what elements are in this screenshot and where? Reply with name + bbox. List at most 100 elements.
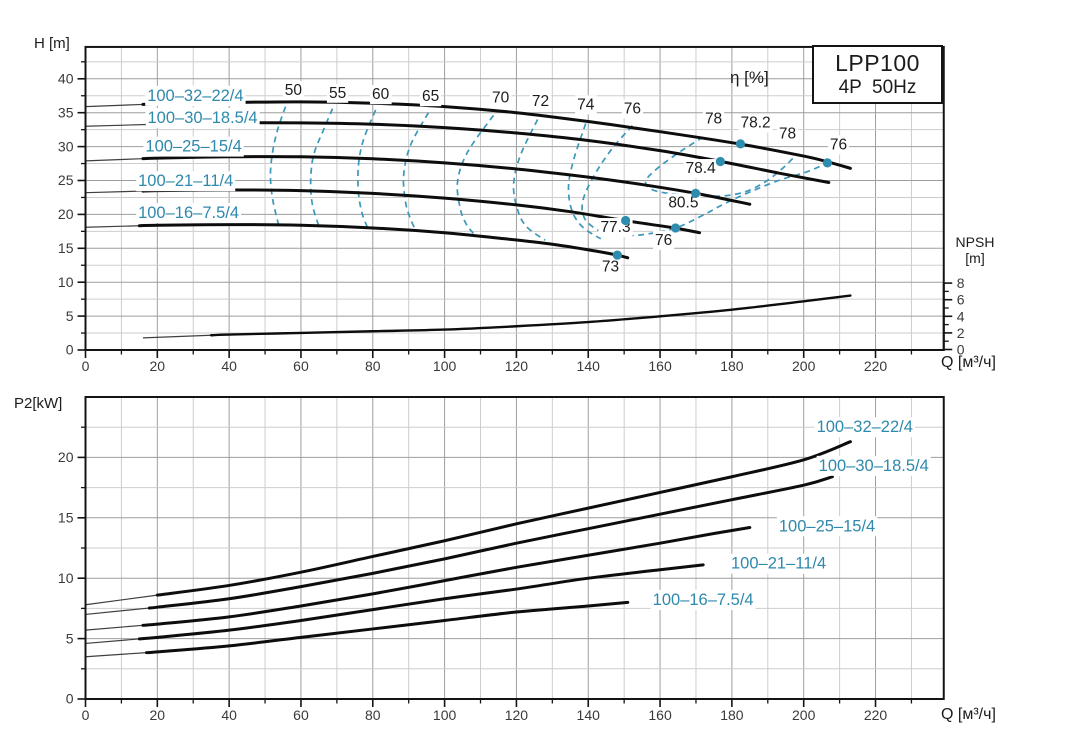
curve-label-100-30-18.5/4-bg — [145, 108, 260, 129]
eta-value-label: 78.2 — [740, 115, 770, 132]
npsh-tick-label: 0 — [957, 342, 965, 358]
y-tick-label: 10 — [58, 570, 74, 586]
efficiency-contour-65 — [402, 112, 430, 231]
y-tick-label: 15 — [58, 510, 74, 526]
npsh-axis-title: NPSH [m] — [944, 234, 1006, 266]
curve-label-100-32-22/4: 100–32–22/4 — [817, 418, 913, 436]
npsh-tick-label: 6 — [957, 292, 965, 308]
curve-label-100-16-7.5/4: 100–16–7.5/4 — [653, 591, 754, 609]
curve-label-100-21-11/4-bg — [729, 553, 829, 574]
x-tick-label: 60 — [293, 358, 309, 374]
curve-label-100-21-11/4: 100–21–11/4 — [731, 555, 826, 573]
p2-axis-title: P2[kW] — [14, 395, 63, 412]
efficiency-point-78.4 — [715, 156, 725, 167]
series-100-32-22/4 — [85, 440, 852, 606]
x-tick-label: 180 — [720, 358, 744, 374]
curve-label-100-21-11/4-bg — [136, 171, 236, 192]
series-100-16-7.5/4 — [85, 223, 630, 260]
eta-contour-label-76: 76 — [624, 100, 641, 117]
eta-value-label: 76 — [830, 136, 847, 153]
curve-100-25-15/4 — [141, 155, 752, 206]
eta-contour-label-60: 60 — [372, 86, 390, 103]
eta-contour-label-65: 65 — [422, 88, 439, 105]
y-tick-label: 15 — [58, 240, 74, 256]
eta-value-label: 76 — [655, 232, 672, 249]
q-axis-title-bottom: Q [м³/ч] — [941, 706, 996, 723]
eta-contour-label-50-bg — [282, 81, 305, 101]
efficiency-point-76 — [822, 158, 833, 168]
y-tick-label: 25 — [58, 172, 74, 188]
eta-value-label: 80.5 — [668, 195, 698, 212]
series-100-30-18.5/4 — [85, 475, 834, 616]
h-axis-title: H [m] — [34, 35, 70, 52]
y-tick-label: 35 — [58, 104, 74, 120]
eta-contour-label-65-bg — [419, 87, 442, 107]
y-tick-label: 5 — [66, 308, 74, 324]
x-tick-label: 80 — [365, 358, 381, 374]
eta-contour-label-74: 74 — [577, 96, 595, 113]
x-tick-label: 40 — [221, 358, 237, 374]
curve-100-16-7.5/4 — [145, 600, 630, 655]
model-name: LPP100 — [835, 50, 920, 76]
curve-label-100-25-15/4: 100–25–15/4 — [145, 138, 241, 156]
eta-contour-label-55: 55 — [329, 85, 346, 102]
y-tick-label: 40 — [58, 71, 74, 87]
x-tick-label: 160 — [648, 707, 672, 723]
series-100-25-15/4 — [85, 525, 752, 631]
curve-thin-segment — [85, 190, 143, 194]
curve-thin-segment — [85, 638, 140, 645]
efficiency-points — [612, 139, 833, 260]
efficiency-point-80.5 — [691, 188, 701, 198]
y-tick-label: 20 — [58, 449, 74, 465]
x-tick-label: 120 — [505, 358, 529, 374]
q-axis-title-top: Q [м³/ч] — [941, 354, 996, 371]
curve-thin-segment — [85, 158, 143, 162]
eta-contour-label-76-bg — [621, 99, 644, 119]
curve-100-30-18.5/4 — [147, 475, 834, 610]
x-tick-label: 140 — [577, 707, 601, 723]
curve-label-100-16-7.5/4-bg — [136, 203, 242, 224]
efficiency-contour-60 — [357, 109, 377, 228]
model-title-box: LPP100 4P 50Hz — [812, 45, 943, 104]
x-tick-label: 120 — [505, 707, 529, 723]
npsh-title-line2: [m] — [965, 250, 985, 266]
efficiency-point-77.3 — [620, 215, 631, 226]
y-tick-label: 10 — [58, 274, 74, 290]
x-tick-label: 180 — [720, 707, 744, 723]
eta-contour-label-70: 70 — [492, 90, 510, 107]
curve-thin-segment — [85, 225, 140, 228]
efficiency-contour-50 — [269, 106, 287, 225]
eta-value-label: 78.4 — [686, 160, 717, 177]
npsh-series — [142, 294, 852, 339]
efficiency-contour-76 — [581, 125, 828, 237]
curve-label-100-16-7.5/4-bg — [650, 589, 756, 610]
eta-value-label-bg — [653, 230, 675, 250]
eta-value-label-bg — [776, 124, 799, 144]
x-tick-label: 0 — [82, 358, 90, 374]
npsh-tick-label: 2 — [957, 325, 965, 341]
curve-label-100-25-15/4: 100–25–15/4 — [779, 517, 875, 535]
curve-label-100-16-7.5/4: 100–16–7.5/4 — [138, 204, 239, 222]
curve-label-100-25-15/4-bg — [143, 136, 244, 157]
eta-value-label-bg — [683, 159, 719, 179]
curve-label-100-32-22/4-bg — [814, 417, 915, 438]
power_chart-labels: 100–32–22/4 100–30–18.5/4 100–25–15/4 100–2… — [650, 417, 931, 610]
curve-label-100-32-22/4: 100–32–22/4 — [147, 87, 243, 105]
x-tick-label: 200 — [792, 707, 816, 723]
eta-value-label: 73 — [602, 258, 619, 275]
curve-thin-segment — [85, 123, 147, 127]
x-tick-label: 100 — [433, 358, 457, 374]
npsh-curve — [209, 294, 852, 337]
head_chart-plot-border — [84, 45, 945, 352]
curve-100-30-18.5/4 — [145, 121, 831, 185]
model-spec: 4P 50Hz — [838, 77, 917, 98]
efficiency-contour-55 — [309, 108, 334, 226]
curve-thin-segment — [85, 624, 144, 631]
x-tick-label: 60 — [293, 707, 309, 723]
npsh-tick-label: 4 — [957, 308, 965, 324]
x-tick-label: 220 — [864, 707, 888, 723]
y-tick-label: 20 — [58, 206, 74, 222]
eta-value-label-bg — [827, 135, 850, 155]
